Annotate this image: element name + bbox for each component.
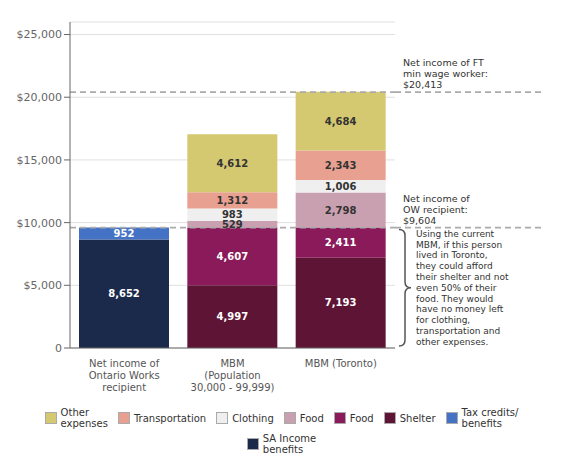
svg-text:Net income ofOntario Worksreci: Net income ofOntario Worksrecipient [89, 358, 160, 393]
html-text:Other expenses: Other expenses [60, 407, 108, 429]
html-text:SA Income benefits: SA Income benefits [262, 433, 317, 455]
svg-text:952: 952 [114, 228, 135, 239]
html-text:Food: Food [349, 412, 374, 424]
svg-text:$15,000: $15,000 [17, 154, 63, 167]
svg-text:1,312: 1,312 [217, 195, 249, 206]
svg-text:MBM (Toronto): MBM (Toronto) [305, 358, 377, 369]
svg-text:Net income ofOW recipient:$9,6: Net income ofOW recipient:$9,604 [403, 193, 470, 226]
html-text:Shelter: Shelter [399, 412, 436, 424]
svg-text:529: 529 [222, 219, 243, 230]
svg-text:$5,000: $5,000 [24, 279, 63, 292]
svg-text:2,798: 2,798 [325, 205, 357, 216]
svg-text:2,411: 2,411 [325, 237, 357, 248]
svg-text:Using the currentMBM, if this: Using the currentMBM, if this personlive… [416, 229, 509, 347]
svg-text:983: 983 [222, 209, 243, 220]
svg-text:4,607: 4,607 [217, 251, 249, 262]
svg-text:1,006: 1,006 [325, 181, 357, 192]
svg-text:4,612: 4,612 [217, 158, 249, 169]
svg-text:$25,000: $25,000 [17, 28, 63, 41]
html-text:Clothing: Clothing [232, 412, 274, 424]
html-text:Food: Food [299, 412, 324, 424]
svg-text:4,684: 4,684 [325, 116, 357, 127]
svg-text:2,343: 2,343 [325, 160, 357, 171]
svg-text:Net income of FTmin wage worke: Net income of FTmin wage worker:$20,413 [403, 57, 488, 90]
html-text:Transportation: Transportation [133, 412, 207, 424]
svg-text:MBM(Population30,000 - 99,999): MBM(Population30,000 - 99,999) [191, 358, 275, 393]
svg-text:4,997: 4,997 [217, 311, 249, 322]
svg-text:$20,000: $20,000 [17, 91, 63, 104]
svg-text:7,193: 7,193 [325, 297, 357, 308]
svg-text:8,652: 8,652 [108, 288, 140, 299]
svg-text:$10,000: $10,000 [17, 217, 63, 230]
svg-text:0: 0 [55, 342, 62, 355]
html-text:Tax credits/ benefits: Tax credits/ benefits [461, 407, 519, 429]
